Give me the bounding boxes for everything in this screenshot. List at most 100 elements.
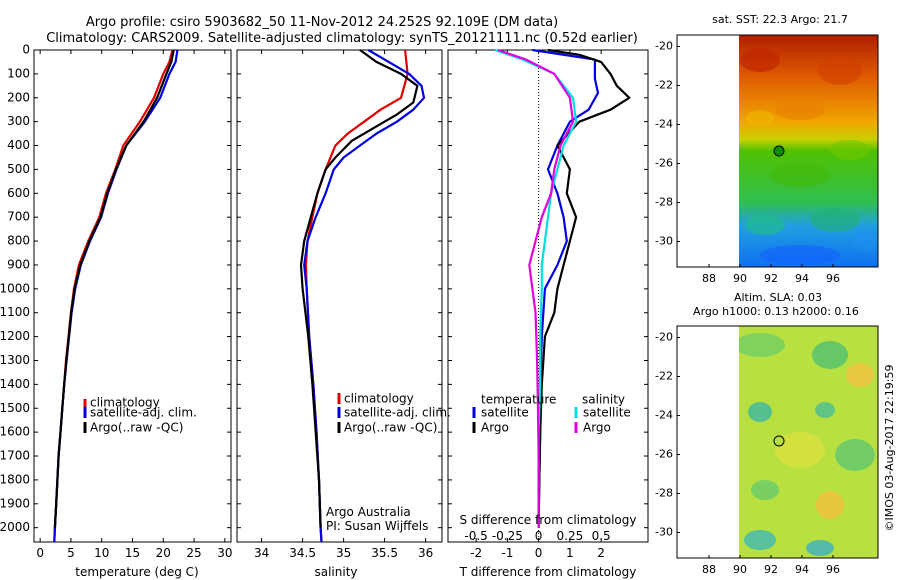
map-axes: 88 90 92 94 96 -20 -22 -24 -26 -28 -30 88 90 92 94 96 -2… [655, 40, 840, 577]
temperature-panel-frame [33, 49, 232, 543]
map-x-tick-label: 90 [733, 272, 747, 285]
depth-tick-label: 1000 [0, 281, 30, 295]
legend-label-satellite: satellite-adj. clim. [344, 406, 451, 420]
depth-tick-label: 900 [7, 257, 30, 271]
x-tick-label: 34 [254, 546, 269, 560]
map-x-tick-label: 90 [733, 563, 747, 576]
x-tick-label: 30 [217, 546, 232, 560]
depth-tick-label: 700 [7, 210, 30, 224]
x-tick-label: 20 [156, 546, 171, 560]
legend-label-argo: Argo(..raw -QC) [90, 421, 183, 435]
map-x-tick-label: 92 [764, 563, 778, 576]
series-line-s-satellite [494, 48, 578, 528]
legend-label-t-argo: Argo [481, 421, 509, 435]
map-y-tick-label: -30 [655, 526, 673, 539]
map-x-tick-label: 94 [795, 272, 809, 285]
map-y-tick-label: -22 [655, 370, 673, 383]
map-x-tick-label: 88 [702, 563, 716, 576]
map-y-tick-label: -26 [655, 157, 673, 170]
legend-label-climatology: climatology [344, 392, 414, 406]
header-line-1: Argo profile: csiro 5903682_50 11-Nov-20… [86, 15, 558, 30]
sla-float-marker [773, 435, 785, 447]
s-diff-tick-label: -0.5 [464, 529, 487, 543]
map-y-tick-label: -20 [655, 331, 673, 344]
legend-label-t-satellite: satellite [481, 406, 529, 420]
series-line-s-argo [497, 48, 575, 528]
map-y-tick-label: -28 [655, 196, 673, 209]
legend-label-s-argo: Argo [583, 421, 611, 435]
series-line-climatology [53, 49, 174, 543]
temperature-plot: 0100200300400500600700800900100011001200… [0, 43, 232, 561]
header-line-2: Climatology: CARS2009. Satellite-adjuste… [46, 31, 638, 46]
sla-map-title-1: Altim. SLA: 0.03 [734, 291, 822, 304]
depth-tick-label: 100 [7, 66, 30, 80]
difference-panel-frame [447, 49, 649, 543]
legend-label-climatology: climatology [90, 396, 160, 410]
s-difference-xlabel: S difference from climatology [460, 513, 637, 527]
x-tick-label: 1 [566, 546, 574, 560]
series-line-argo-raw-qc- [299, 49, 419, 528]
x-tick-label: 2 [597, 546, 605, 560]
x-tick-label: 15 [125, 546, 140, 560]
sst-float-marker [773, 145, 785, 157]
depth-tick-label: 300 [7, 114, 30, 128]
legend-heading-salinity: salinity [582, 393, 625, 407]
sla-map: Altim. SLA: 0.03 Argo h1000: 0.13 h2000:… [676, 291, 879, 559]
depth-tick-label: 500 [7, 162, 30, 176]
x-tick-label: -2 [470, 546, 482, 560]
depth-tick-label: 1400 [0, 377, 30, 391]
legend-label-argo: Argo(..raw -QC) [344, 421, 437, 435]
depth-tick-label: 1600 [0, 425, 30, 439]
difference-legend: temperature salinity satellite Argo sate… [472, 393, 631, 435]
depth-tick-label: 1900 [0, 496, 30, 510]
series-line-t-argo [537, 48, 631, 528]
sla-texture [739, 333, 875, 556]
depth-tick-label: 600 [7, 186, 30, 200]
depth-tick-label: 2000 [0, 520, 30, 534]
map-y-tick-label: -28 [655, 487, 673, 500]
x-tick-label: 5 [67, 546, 75, 560]
map-y-tick-label: -22 [655, 79, 673, 92]
x-tick-label: 0 [535, 546, 543, 560]
sla-map-frame [676, 325, 879, 559]
map-x-tick-label: 92 [764, 272, 778, 285]
map-y-tick-label: -30 [655, 235, 673, 248]
depth-tick-label: 1800 [0, 472, 30, 486]
salinity-plot: 34 34.5 35 35.5 36 [237, 49, 442, 560]
sst-map-frame [676, 34, 879, 268]
x-tick-label: 0 [36, 546, 44, 560]
credit-text: ©IMOS 03-Aug-2017 22:19:59 [883, 365, 896, 532]
x-tick-label: -1 [501, 546, 513, 560]
s-diff-tick-label: -0.25 [492, 529, 523, 543]
sst-map: sat. SST: 22.3 Argo: 21.7 [676, 13, 879, 268]
depth-tick-label: 1300 [0, 353, 30, 367]
map-y-tick-label: -20 [655, 40, 673, 53]
sst-map-title: sat. SST: 22.3 Argo: 21.7 [712, 13, 848, 26]
series-line-satellite-adj-clim- [303, 49, 426, 543]
temperature-xlabel: temperature (deg C) [75, 565, 198, 579]
sla-map-title-2: Argo h1000: 0.13 h2000: 0.16 [693, 305, 859, 318]
depth-tick-label: 1200 [0, 329, 30, 343]
s-diff-tick-label: 0.5 [592, 529, 611, 543]
x-tick-label: 36 [418, 546, 433, 560]
depth-tick-label: 400 [7, 138, 30, 152]
depth-tick-label: 0 [22, 43, 30, 57]
x-tick-label: 35 [336, 546, 351, 560]
depth-tick-label: 200 [7, 90, 30, 104]
legend-label-s-satellite: satellite [583, 406, 631, 420]
s-diff-tick-label: 0.25 [557, 529, 584, 543]
x-tick-label: 34.5 [289, 546, 316, 560]
annotation-argo-australia: Argo Australia [326, 505, 411, 519]
map-x-tick-label: 96 [826, 272, 840, 285]
salinity-legend: climatology satellite-adj. clim. Argo(..… [326, 392, 451, 534]
salinity-xlabel: salinity [314, 565, 357, 579]
temperature-legend: climatology satellite-adj. clim. Argo(..… [83, 396, 197, 435]
map-x-tick-label: 88 [702, 272, 716, 285]
x-tick-label: 25 [186, 546, 201, 560]
legend-heading-temperature: temperature [481, 393, 556, 407]
depth-tick-label: 1500 [0, 401, 30, 415]
annotation-pi: PI: Susan Wijffels [326, 519, 428, 533]
depth-tick-label: 800 [7, 234, 30, 248]
